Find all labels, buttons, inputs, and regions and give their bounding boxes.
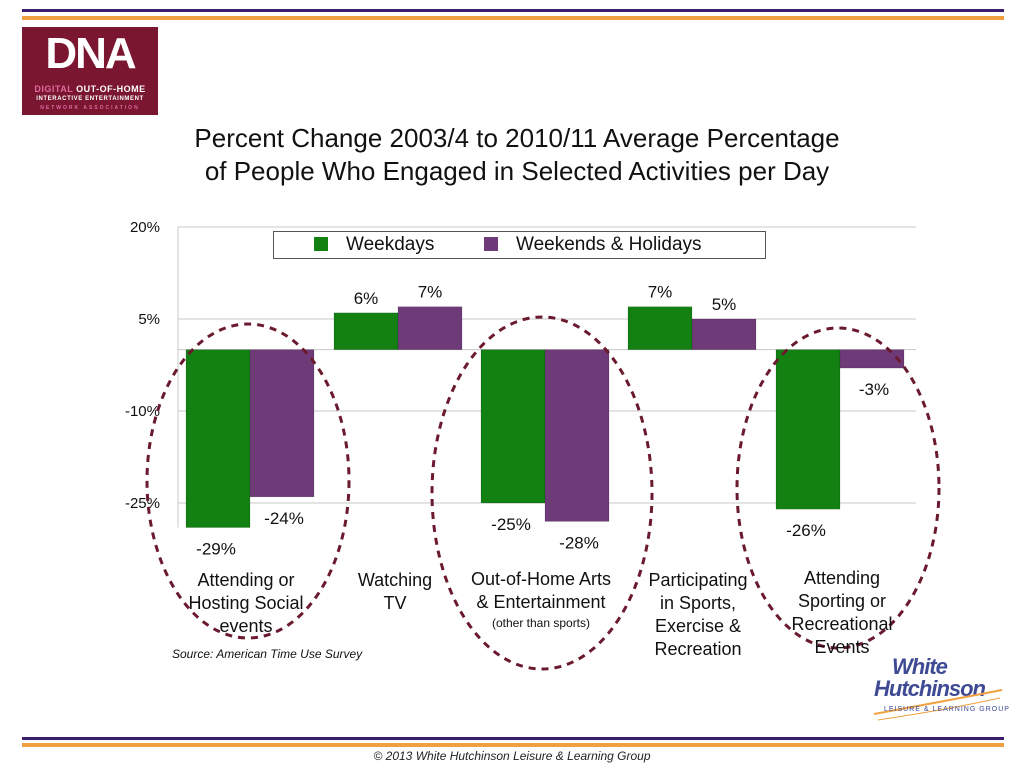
y-tick-label-3: -25% [125, 495, 160, 512]
data-label-weekends-1: 7% [418, 283, 443, 302]
category-label-arts-line1: Out-of-Home Arts [470, 569, 612, 589]
bar-weekdays-4 [775, 349, 841, 510]
category-label-sporting-line3: Recreational [791, 614, 893, 634]
chart-title-line2: of People Who Engaged in Selected Activi… [204, 156, 830, 186]
data-label-weekdays-2: -25% [491, 515, 531, 534]
category-label-participating-line1: Participating [648, 570, 748, 590]
highlight-ellipse-2 [430, 315, 654, 671]
category-label-tv-line2: TV [383, 593, 407, 613]
brand-line1: White [892, 654, 948, 679]
category-label-arts-line2: & Entertainment [476, 592, 606, 612]
category-label-participating-line2: in Sports, [659, 593, 737, 613]
highlight-ellipse-4 [735, 326, 941, 650]
white-hutchinson-logo: White Hutchinson LEISURE & LEARNING GROU… [870, 654, 1010, 728]
logo-line2: INTERACTIVE ENTERTAINMENT [36, 96, 144, 102]
legend-item-weekends: Weekends & Holidays [484, 234, 702, 256]
y-tick-label-1: 5% [138, 311, 160, 328]
top-rule-purple [22, 9, 1004, 12]
source-note: Source: American Time Use Survey [172, 647, 363, 661]
dna-logo: DNA DIGITAL OUT-OF-HOME INTERACTIVE ENTE… [22, 27, 158, 115]
bar-weekends-0 [249, 349, 315, 498]
category-label-sporting-line2: Sporting or [797, 591, 887, 611]
category-label-sporting-line1: Attending [803, 568, 881, 588]
bar-weekends-4 [839, 349, 905, 369]
y-tick-label-2: -10% [125, 403, 160, 420]
category-label-participating-line4: Recreation [654, 639, 742, 659]
category-label-participating: Participating in Sports, Exercise & Recr… [628, 569, 768, 661]
data-label-weekends-4: -3% [859, 380, 889, 399]
logo-line3: NETWORK ASSOCIATION [40, 105, 140, 111]
data-label-weekends-3: 5% [712, 295, 737, 314]
data-label-weekends-0: -24% [264, 509, 304, 528]
brand-line3: LEISURE & LEARNING GROUP [884, 706, 1010, 713]
highlight-ellipse-0 [145, 322, 351, 640]
category-label-participating-line3: Exercise & [654, 616, 742, 636]
bar-weekdays-3 [627, 306, 693, 350]
brand-swoosh-icon [873, 689, 1003, 721]
bar-weekdays-0 [185, 349, 251, 528]
bar-weekdays-1 [333, 312, 399, 350]
bar-weekends-3 [691, 318, 757, 350]
category-label-social-line3: events [219, 616, 273, 636]
legend-swatch-weekends [484, 237, 498, 251]
chart-title: Percent Change 2003/4 to 2010/11 Average… [120, 122, 914, 188]
bar-weekdays-2 [480, 349, 546, 504]
category-label-social-line2: Hosting Social [188, 593, 304, 613]
data-label-weekdays-4: -26% [786, 521, 826, 540]
category-label-tv-line1: Watching [357, 570, 433, 590]
logo-line1: DIGITAL OUT-OF-HOME [22, 84, 158, 94]
data-label-weekends-2: -28% [559, 533, 599, 552]
chart-title-line1: Percent Change 2003/4 to 2010/11 Average… [194, 123, 840, 153]
logo-line1-rest: OUT-OF-HOME [73, 84, 146, 94]
category-label-social-line1: Attending or [197, 570, 295, 590]
copyright: © 2013 White Hutchinson Leisure & Learni… [373, 749, 651, 763]
data-label-weekdays-1: 6% [354, 289, 379, 308]
top-rule-orange [22, 16, 1004, 20]
y-tick-label-0: 20% [130, 219, 160, 236]
bar-weekends-1 [397, 306, 463, 350]
logo-line1-highlight: DIGITAL [34, 84, 74, 94]
legend-item-weekdays: Weekdays [314, 234, 434, 256]
category-label-sporting: Attending Sporting or Recreational Event… [772, 567, 912, 659]
bar-weekends-2 [544, 349, 610, 522]
data-label-weekdays-3: 7% [648, 283, 673, 302]
data-label-weekdays-0: -29% [196, 540, 236, 559]
category-label-social: Attending or Hosting Social events [160, 569, 332, 638]
legend-swatch-weekdays [314, 237, 328, 251]
logo-word: DNA [45, 29, 136, 78]
category-label-tv: Watching TV [330, 569, 460, 615]
category-label-arts: Out-of-Home Arts & Entertainment (other … [455, 568, 627, 632]
bottom-rule-orange [22, 743, 1004, 747]
legend-label-weekdays: Weekdays [346, 234, 435, 255]
legend: Weekdays Weekends & Holidays [273, 231, 766, 259]
bottom-rule-purple [22, 737, 1004, 740]
category-label-sporting-line4: Events [814, 637, 870, 657]
category-label-arts-sub: (other than sports) [491, 616, 591, 630]
legend-label-weekends: Weekends & Holidays [516, 234, 702, 255]
